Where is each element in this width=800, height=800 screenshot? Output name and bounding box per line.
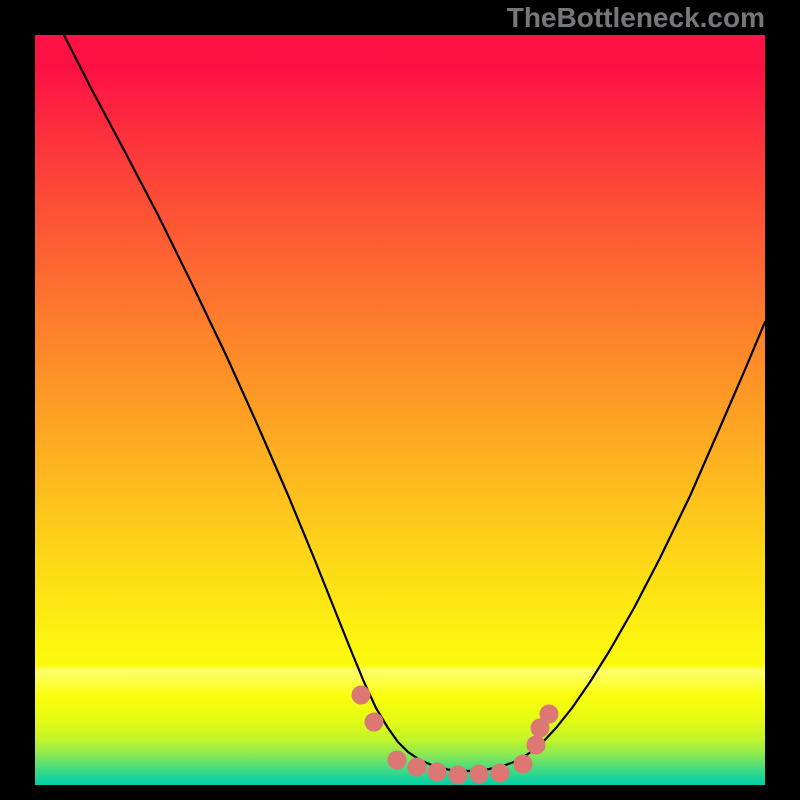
- watermark-text: TheBottleneck.com: [507, 2, 765, 34]
- marker-point: [449, 766, 467, 784]
- marker-point: [514, 755, 532, 773]
- marker-group: [352, 686, 558, 784]
- marker-point: [365, 713, 383, 731]
- marker-point: [540, 705, 558, 723]
- chart-svg: [0, 0, 800, 800]
- marker-point: [527, 736, 545, 754]
- marker-point: [428, 763, 446, 781]
- marker-point: [408, 758, 426, 776]
- highlight-band: [35, 670, 765, 673]
- marker-point: [352, 686, 370, 704]
- marker-point: [470, 765, 488, 783]
- bottleneck-curve: [64, 35, 765, 771]
- marker-point: [388, 751, 406, 769]
- marker-point: [491, 764, 509, 782]
